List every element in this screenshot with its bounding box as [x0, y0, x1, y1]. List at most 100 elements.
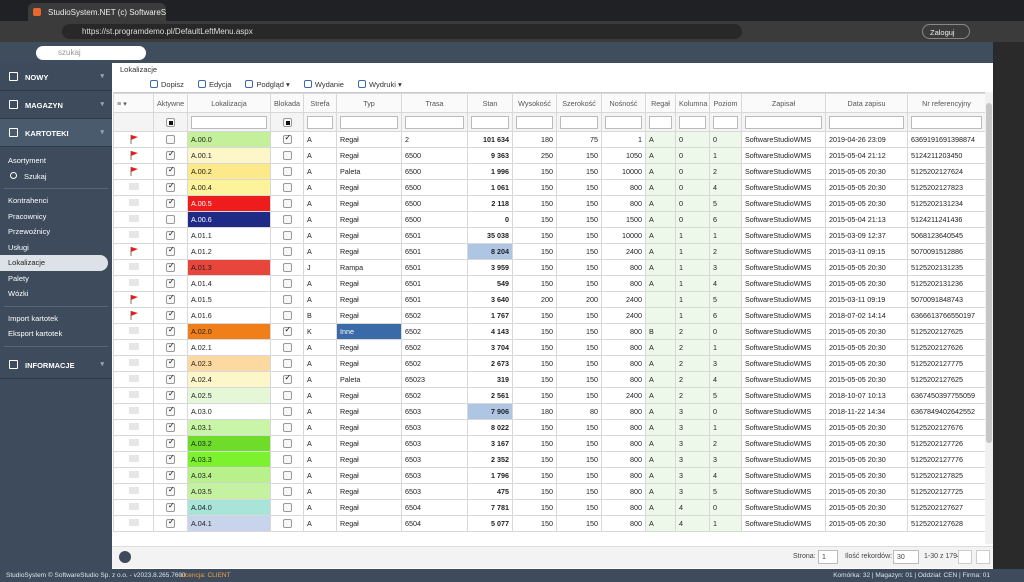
blocked-checkbox[interactable]	[282, 373, 292, 385]
menu-section[interactable]: INFORMACJE ▾	[0, 351, 112, 379]
blocked-checkbox[interactable]	[282, 407, 292, 417]
blocked-checkbox[interactable]	[282, 455, 292, 465]
blocked-checkbox[interactable]	[282, 487, 292, 497]
blocked-checkbox[interactable]	[282, 263, 292, 273]
filter-input[interactable]	[649, 115, 672, 129]
blocked-checkbox[interactable]	[282, 325, 292, 337]
active-checkbox[interactable]	[166, 261, 175, 273]
blocked-checkbox[interactable]	[282, 423, 292, 433]
table-row[interactable]: A.01.4ARegał6501549150150800A14SoftwareS…	[113, 275, 985, 292]
active-checkbox[interactable]	[166, 341, 175, 353]
column-header[interactable]: Strefa	[303, 93, 337, 113]
column-header[interactable]: Szerokość	[556, 93, 602, 113]
column-header[interactable]: Blokada	[270, 93, 304, 113]
menu-section[interactable]: KARTOTEKI ▾	[0, 119, 112, 147]
filter-input[interactable]	[605, 115, 642, 129]
blocked-checkbox[interactable]	[282, 295, 292, 305]
blocked-checkbox[interactable]	[282, 439, 292, 449]
column-header[interactable]: Aktywne	[153, 93, 188, 113]
blocked-checkbox[interactable]	[282, 151, 292, 161]
filter-input[interactable]	[471, 115, 509, 129]
filter-input[interactable]	[911, 115, 982, 129]
menu-item[interactable]: Lokalizacje	[0, 255, 108, 271]
active-checkbox[interactable]	[166, 357, 175, 369]
active-checkbox[interactable]	[166, 517, 175, 529]
filter-input[interactable]	[745, 115, 822, 129]
records-select[interactable]: 30	[893, 550, 919, 564]
blocked-checkbox[interactable]	[282, 279, 292, 289]
menu-section[interactable]: NOWY ▾	[0, 63, 112, 91]
url-field[interactable]: https://st.programdemo.pl/DefaultLeftMen…	[62, 24, 742, 39]
column-header[interactable]: Trasa	[401, 93, 468, 113]
menu-item[interactable]: Asortyment	[8, 156, 46, 165]
active-checkbox[interactable]	[166, 165, 175, 177]
menu-item[interactable]: Przewoźnicy	[8, 227, 51, 236]
blocked-checkbox[interactable]	[282, 183, 292, 193]
blocked-checkbox[interactable]	[282, 231, 292, 241]
column-header[interactable]: Wysokość	[512, 93, 557, 113]
menu-item[interactable]: Pracownicy	[8, 211, 47, 221]
filter-input[interactable]	[516, 115, 553, 129]
column-header[interactable]: Regał	[645, 93, 676, 113]
menu-item[interactable]: Wózki	[8, 289, 29, 298]
active-checkbox[interactable]	[166, 325, 175, 337]
browser-tab[interactable]: StudioSystem.NET (c) SoftwareSt	[28, 3, 166, 21]
blocked-checkbox[interactable]	[282, 471, 292, 481]
blocked-checkbox[interactable]	[282, 247, 292, 257]
info-icon[interactable]	[119, 551, 131, 563]
filter-input[interactable]	[191, 115, 267, 129]
column-header[interactable]: Nośność	[601, 93, 646, 113]
active-checkbox[interactable]	[166, 197, 175, 209]
filter-input[interactable]	[829, 115, 904, 129]
column-header[interactable]: Stan	[467, 93, 513, 113]
active-checkbox[interactable]	[166, 309, 175, 321]
menu-item[interactable]: Eksport kartotek	[8, 329, 63, 338]
blocked-checkbox[interactable]	[282, 133, 292, 145]
table-row[interactable]: A.00.6 A Regał 6500 0 150 150 1500 A 0 6 SoftwareSt…	[113, 211, 985, 228]
active-checkbox[interactable]	[166, 485, 175, 497]
active-checkbox[interactable]	[166, 405, 175, 417]
blocked-checkbox[interactable]	[282, 311, 292, 321]
filter-input[interactable]	[340, 115, 398, 129]
blocked-checkbox[interactable]	[282, 199, 292, 209]
blocked-checkbox[interactable]	[282, 391, 292, 401]
active-checkbox[interactable]	[166, 469, 175, 481]
toolbar-button[interactable]: Wydanie	[303, 78, 344, 90]
active-checkbox[interactable]	[166, 149, 175, 161]
login-button[interactable]: Zaloguj	[922, 24, 970, 39]
filter-input[interactable]	[560, 115, 598, 129]
menu-item[interactable]: Kontrahenci	[8, 196, 49, 205]
blocked-checkbox[interactable]	[282, 215, 292, 225]
active-checkbox[interactable]	[166, 245, 175, 257]
table-row[interactable]: A.00.0ARegał2101 634180751A00SoftwareStu…	[113, 131, 985, 148]
filter-checkbox[interactable]	[282, 117, 292, 127]
active-checkbox[interactable]	[166, 389, 175, 401]
pager-button[interactable]	[958, 550, 972, 564]
blocked-checkbox[interactable]	[282, 343, 292, 353]
toolbar-button[interactable]: Podgląd ▾	[245, 78, 290, 90]
menu-item[interactable]: Szukaj	[0, 169, 112, 185]
column-header[interactable]: Zapisał	[741, 93, 826, 113]
active-checkbox[interactable]	[166, 215, 175, 225]
grid-menu[interactable]: ≡ ▾	[113, 93, 154, 113]
active-checkbox[interactable]	[166, 453, 175, 465]
active-checkbox[interactable]	[166, 135, 175, 145]
active-checkbox[interactable]	[166, 421, 175, 433]
toolbar-button[interactable]: Dopisz	[150, 78, 184, 90]
active-checkbox[interactable]	[166, 501, 175, 513]
blocked-checkbox[interactable]	[282, 519, 292, 529]
filter-input[interactable]	[713, 115, 738, 129]
